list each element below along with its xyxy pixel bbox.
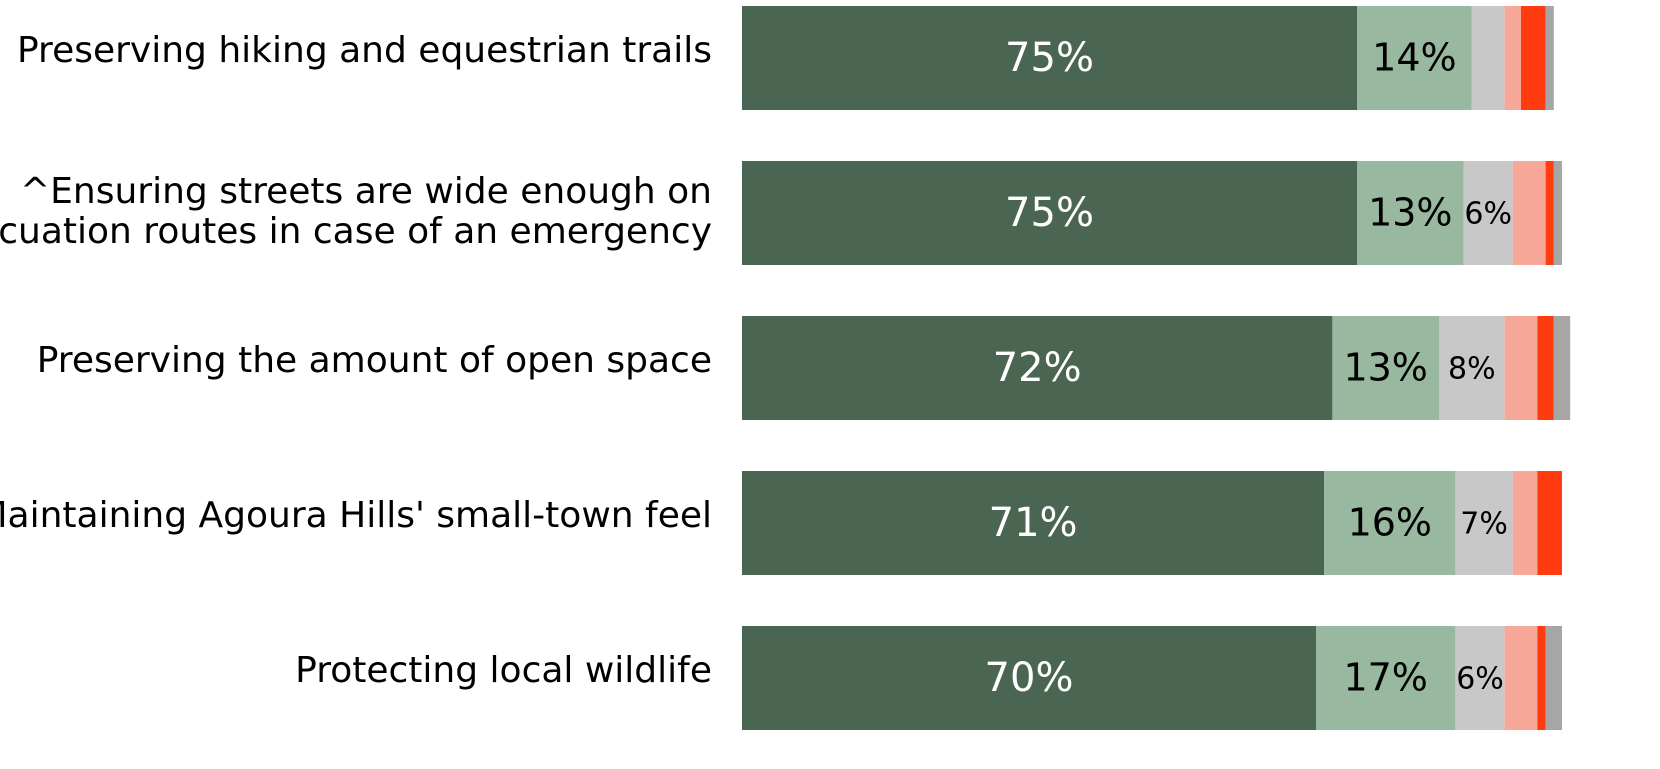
bar-segment: [1512, 161, 1546, 265]
bar-segment: [1545, 6, 1554, 110]
bar-segment: [742, 161, 1357, 265]
value-label: 70%: [985, 655, 1074, 701]
bar-segment: [1471, 6, 1505, 110]
value-label: 13%: [1368, 191, 1452, 235]
bar-segment: [1357, 6, 1472, 110]
value-label: 75%: [1005, 190, 1094, 236]
category-label: ^Ensuring streets are wide enough on: [20, 171, 712, 212]
value-label: 6%: [1456, 662, 1504, 697]
bar-segment: [1512, 471, 1538, 575]
value-label: 13%: [1343, 346, 1427, 390]
bar-segment: [1545, 161, 1554, 265]
value-label: 17%: [1343, 656, 1427, 700]
bar-segment: [1553, 316, 1571, 420]
bar-segment: [1504, 626, 1538, 730]
category-label: Maintaining Agoura Hills' small-town fee…: [0, 495, 712, 536]
bar-segment: [1332, 316, 1439, 420]
category-label: Preserving the amount of open space: [37, 340, 712, 381]
bar-segment: [1455, 471, 1513, 575]
category-label: evacuation routes in case of an emergenc…: [0, 211, 712, 252]
category-label: Preserving hiking and equestrian trails: [17, 30, 712, 71]
value-label: 72%: [993, 345, 1082, 391]
value-label: 16%: [1348, 501, 1432, 545]
value-label: 14%: [1372, 36, 1456, 80]
bar-segment: [1537, 626, 1546, 730]
value-label: 7%: [1460, 507, 1508, 542]
bar-segment: [1357, 161, 1464, 265]
value-label: 75%: [1005, 35, 1094, 81]
bar-segment: [1553, 161, 1562, 265]
value-label: 6%: [1464, 197, 1512, 232]
bar-segment: [1455, 626, 1505, 730]
category-label: Protecting local wildlife: [295, 650, 712, 691]
value-label: 71%: [989, 500, 1078, 546]
bar-segment: [1316, 626, 1456, 730]
value-label: 8%: [1448, 352, 1496, 387]
bar-segment: [742, 471, 1325, 575]
bar-segment: [1537, 471, 1562, 575]
bar-segment: [1439, 316, 1505, 420]
bar-segment: [742, 316, 1333, 420]
bar-segment: [1504, 6, 1521, 110]
bar-segment: [1324, 471, 1456, 575]
bar-segment: [742, 626, 1316, 730]
bar-segment: [1504, 316, 1538, 420]
bar-segment: [1521, 6, 1546, 110]
bar-segment: [1463, 161, 1513, 265]
bar-segment: [742, 6, 1357, 110]
bar-segment: [1545, 626, 1562, 730]
bar-segment: [1537, 316, 1554, 420]
